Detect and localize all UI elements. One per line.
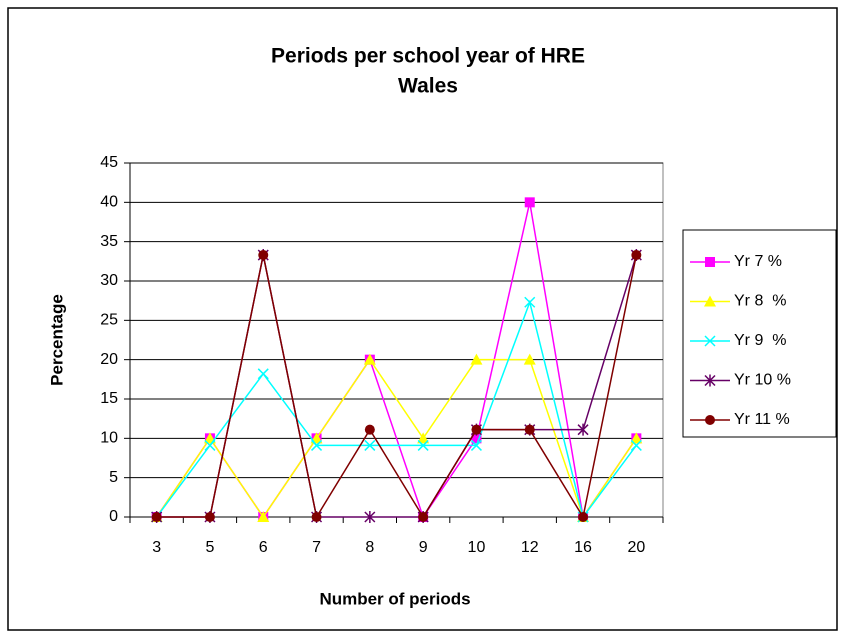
marker (364, 439, 376, 451)
x-tick-label: 10 (468, 539, 486, 556)
marker (577, 423, 589, 436)
legend-label: Yr 7 % (734, 253, 782, 270)
chart-title: Wales (398, 75, 458, 98)
marker (257, 511, 270, 522)
x-tick-label: 7 (312, 539, 321, 556)
y-tick-label: 45 (100, 154, 118, 171)
marker (471, 424, 482, 435)
x-tick-label: 16 (574, 539, 592, 556)
marker (470, 439, 482, 451)
x-axis-label: Number of periods (319, 589, 470, 608)
legend-marker (705, 415, 715, 425)
marker (470, 353, 483, 365)
legend-label: Yr 11 % (734, 411, 790, 428)
marker (311, 439, 323, 451)
legend-marker (705, 257, 715, 267)
series-line (156, 358, 637, 519)
marker (630, 432, 643, 444)
marker (363, 353, 376, 365)
y-tick-label: 40 (100, 194, 118, 211)
series-line (156, 299, 637, 519)
y-tick-label: 20 (100, 351, 118, 368)
series-line (156, 254, 638, 520)
y-tick-label: 0 (109, 508, 118, 525)
y-tick-label: 15 (100, 390, 118, 407)
marker (630, 439, 642, 451)
marker (417, 439, 429, 451)
marker (578, 512, 589, 522)
legend-marker (704, 374, 716, 387)
marker (364, 511, 376, 523)
x-tick-label: 3 (152, 539, 161, 556)
y-tick-label: 30 (100, 272, 118, 289)
legend-label: Yr 10 % (734, 372, 791, 389)
x-tick-label: 5 (205, 539, 214, 556)
marker (204, 439, 216, 451)
marker (418, 512, 429, 522)
marker (257, 368, 269, 380)
marker (524, 197, 535, 208)
marker (204, 512, 215, 522)
marker (151, 512, 162, 522)
marker (364, 424, 375, 435)
plot-area (129, 162, 664, 518)
legend-label: Yr 9 % (734, 332, 786, 349)
x-tick-label: 8 (365, 539, 374, 556)
marker (524, 424, 535, 435)
x-tick-label: 20 (627, 539, 645, 556)
y-tick-label: 5 (109, 469, 118, 486)
y-axis-label: Percentage (47, 294, 66, 386)
marker (631, 250, 642, 261)
chart-title: Periods per school year of HRE (271, 45, 585, 68)
legend-label: Yr 8 % (734, 293, 786, 310)
marker (311, 512, 322, 522)
legend-marker (704, 295, 716, 307)
x-tick-label: 9 (419, 539, 428, 556)
x-tick-label: 12 (521, 539, 539, 556)
marker (471, 433, 482, 444)
y-tick-label: 25 (100, 312, 118, 329)
marker (523, 353, 536, 365)
legend-marker (704, 335, 716, 347)
x-tick-label: 6 (259, 539, 268, 556)
marker (258, 250, 269, 261)
marker (417, 432, 430, 444)
marker (524, 296, 536, 308)
y-tick-label: 10 (100, 430, 118, 447)
y-tick-label: 35 (100, 233, 118, 250)
